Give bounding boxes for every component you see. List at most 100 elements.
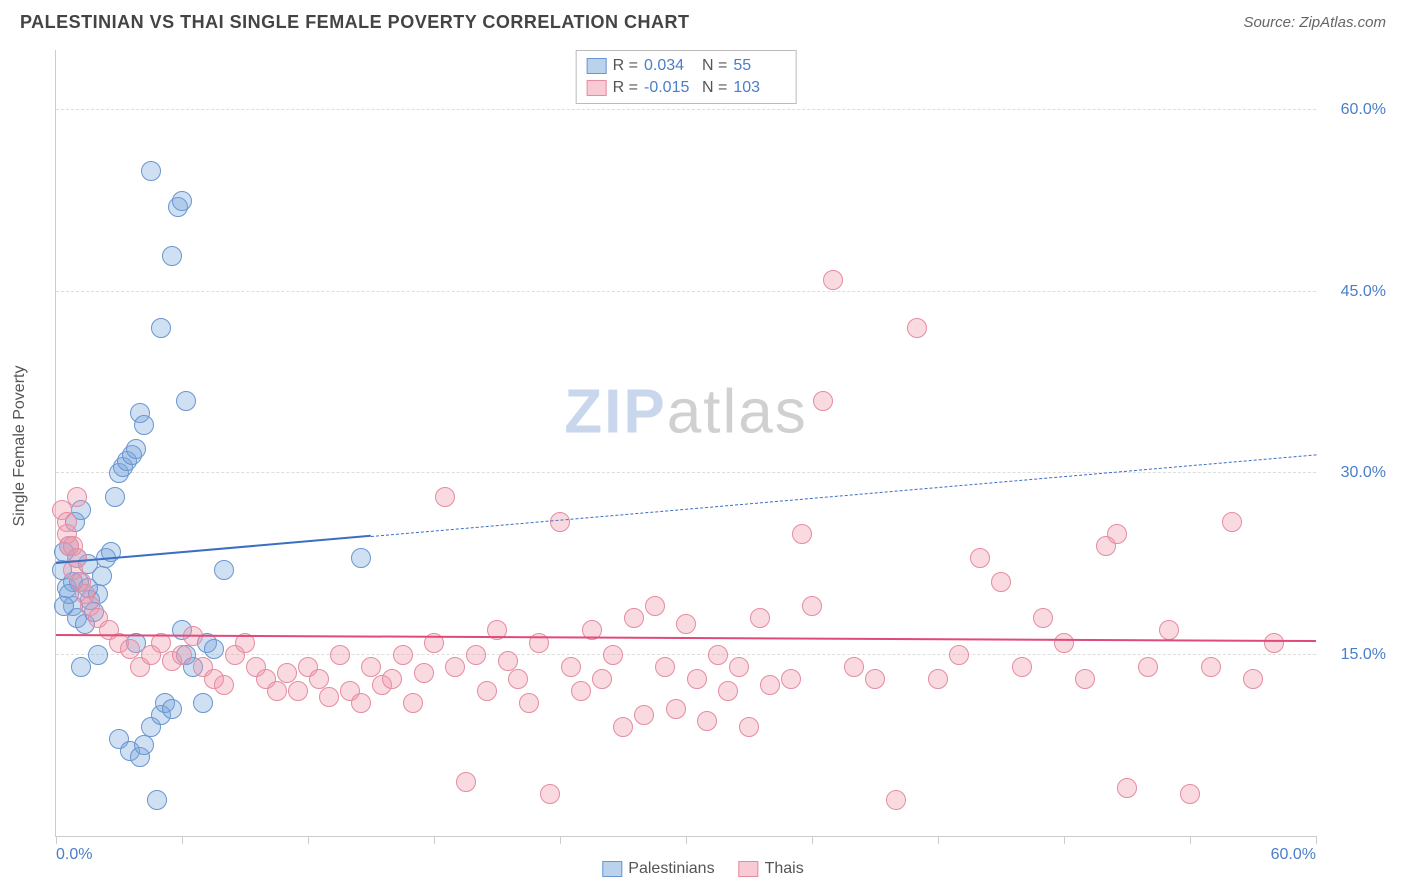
data-point	[134, 415, 154, 435]
data-point	[666, 699, 686, 719]
gridline	[56, 472, 1316, 473]
n-label: N =	[702, 77, 727, 99]
data-point	[603, 645, 623, 665]
data-point	[214, 560, 234, 580]
gridline	[56, 654, 1316, 655]
x-tick	[560, 836, 561, 844]
data-point	[508, 669, 528, 689]
data-point	[105, 487, 125, 507]
data-point	[172, 645, 192, 665]
data-point	[676, 614, 696, 634]
data-point	[1201, 657, 1221, 677]
swatch-blue	[587, 58, 607, 74]
data-point	[351, 693, 371, 713]
data-point	[414, 663, 434, 683]
data-point	[1075, 669, 1095, 689]
data-point	[813, 391, 833, 411]
n-label: N =	[702, 55, 727, 77]
data-point	[907, 318, 927, 338]
legend-series: Palestinians Thais	[602, 860, 803, 878]
x-tick	[1064, 836, 1065, 844]
n-value: 55	[733, 55, 785, 77]
data-point	[193, 693, 213, 713]
data-point	[309, 669, 329, 689]
data-point	[792, 524, 812, 544]
data-point	[739, 717, 759, 737]
data-point	[1107, 524, 1127, 544]
x-tick	[812, 836, 813, 844]
gridline	[56, 109, 1316, 110]
data-point	[498, 651, 518, 671]
data-point	[214, 675, 234, 695]
legend-item: Palestinians	[602, 860, 714, 878]
data-point	[592, 669, 612, 689]
x-tick-label: 60.0%	[1271, 846, 1316, 864]
data-point	[571, 681, 591, 701]
data-point	[172, 191, 192, 211]
data-point	[928, 669, 948, 689]
watermark: ZIPatlas	[564, 376, 807, 447]
data-point	[1243, 669, 1263, 689]
data-point	[634, 705, 654, 725]
data-point	[802, 596, 822, 616]
x-tick	[308, 836, 309, 844]
data-point	[1222, 512, 1242, 532]
data-point	[760, 675, 780, 695]
legend-label: Thais	[765, 860, 804, 878]
data-point	[823, 270, 843, 290]
data-point	[561, 657, 581, 677]
source-label: Source: ZipAtlas.com	[1243, 14, 1386, 31]
data-point	[456, 772, 476, 792]
data-point	[1117, 778, 1137, 798]
data-point	[550, 512, 570, 532]
data-point	[361, 657, 381, 677]
data-point	[970, 548, 990, 568]
r-value: 0.034	[644, 55, 696, 77]
data-point	[1159, 620, 1179, 640]
data-point	[697, 711, 717, 731]
data-point	[204, 639, 224, 659]
r-label: R =	[613, 77, 638, 99]
data-point	[382, 669, 402, 689]
data-point	[151, 318, 171, 338]
x-tick	[1316, 836, 1317, 844]
data-point	[351, 548, 371, 568]
chart-header: PALESTINIAN VS THAI SINGLE FEMALE POVERT…	[0, 0, 1406, 41]
swatch-pink	[739, 861, 759, 877]
data-point	[54, 596, 74, 616]
data-point	[466, 645, 486, 665]
x-tick	[686, 836, 687, 844]
n-value: 103	[733, 77, 785, 99]
data-point	[886, 790, 906, 810]
chart-title: PALESTINIAN VS THAI SINGLE FEMALE POVERT…	[20, 12, 690, 33]
x-tick-label: 0.0%	[56, 846, 92, 864]
r-label: R =	[613, 55, 638, 77]
data-point	[176, 391, 196, 411]
x-tick	[938, 836, 939, 844]
swatch-pink	[587, 80, 607, 96]
data-point	[519, 693, 539, 713]
watermark-zip: ZIP	[564, 377, 666, 446]
data-point	[1264, 633, 1284, 653]
trendline-dashed	[371, 454, 1316, 537]
data-point	[403, 693, 423, 713]
y-tick-label: 30.0%	[1326, 464, 1386, 482]
data-point	[134, 735, 154, 755]
data-point	[126, 439, 146, 459]
data-point	[844, 657, 864, 677]
data-point	[319, 687, 339, 707]
x-tick	[434, 836, 435, 844]
data-point	[435, 487, 455, 507]
data-point	[991, 572, 1011, 592]
data-point	[393, 645, 413, 665]
data-point	[162, 246, 182, 266]
data-point	[729, 657, 749, 677]
legend-row: R = 0.034 N = 55	[587, 55, 786, 77]
r-value: -0.015	[644, 77, 696, 99]
data-point	[613, 717, 633, 737]
x-tick	[182, 836, 183, 844]
legend-item: Thais	[739, 860, 804, 878]
swatch-blue	[602, 861, 622, 877]
legend-label: Palestinians	[628, 860, 714, 878]
watermark-atlas: atlas	[667, 377, 808, 446]
